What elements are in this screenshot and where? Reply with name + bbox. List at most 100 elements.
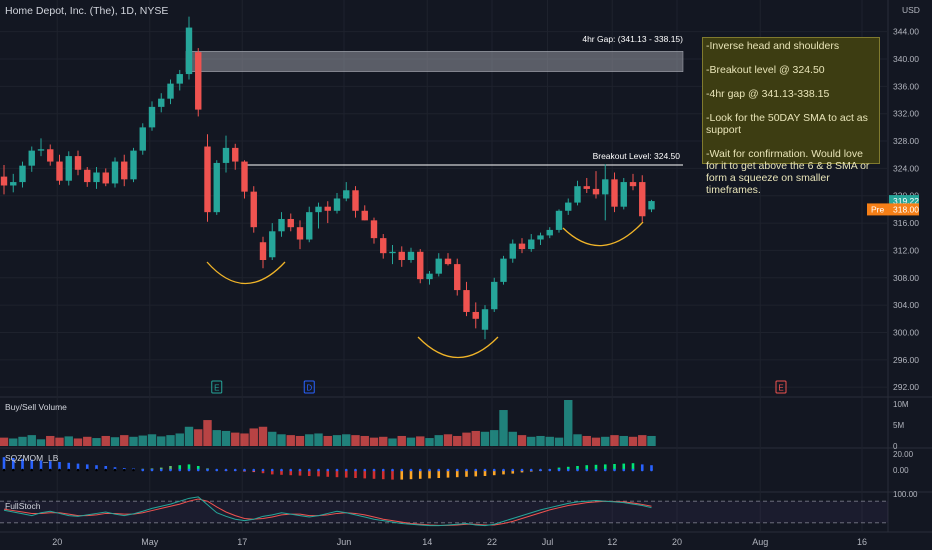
volume-bar xyxy=(369,437,379,446)
squeeze-dot xyxy=(85,468,89,472)
volume-bar xyxy=(453,435,462,446)
volume-bar xyxy=(175,433,184,446)
squeeze-dot xyxy=(363,468,367,472)
momentum-panel xyxy=(2,457,653,480)
candle-body xyxy=(28,150,35,166)
candle-body xyxy=(528,239,535,250)
candle-body xyxy=(56,161,63,181)
breakout-line-label: Breakout Level: 324.50 xyxy=(593,151,681,161)
volume-bar xyxy=(46,435,55,446)
momentum-bar xyxy=(603,464,607,470)
candle-body xyxy=(343,190,350,199)
squeeze-dot xyxy=(465,468,468,472)
momentum-bar xyxy=(298,470,302,476)
pre-price-tag xyxy=(867,203,919,216)
volume-bar xyxy=(18,436,27,446)
candle-body xyxy=(481,309,489,330)
symbol-title: Home Depot, Inc. (The), 1D, NYSE xyxy=(5,5,168,17)
volume-bar xyxy=(83,436,92,446)
squeeze-dot xyxy=(548,468,552,472)
candle-body xyxy=(195,52,202,110)
squeeze-dot xyxy=(95,468,98,472)
candle-body xyxy=(213,162,220,213)
momentum-bar xyxy=(354,470,357,478)
volume-bar xyxy=(508,431,517,446)
squeeze-dot xyxy=(326,468,330,472)
volume-bar xyxy=(295,435,305,446)
volume-bar xyxy=(120,435,129,446)
volume-bar xyxy=(397,435,406,446)
momentum-bar xyxy=(502,470,505,475)
momentum-bar xyxy=(113,467,117,470)
squeeze-dot xyxy=(122,468,126,472)
volume-bar xyxy=(332,435,342,446)
candle-body xyxy=(121,161,128,180)
time-tick-label: 16 xyxy=(857,537,867,547)
price-tick-label: 340.00 xyxy=(893,54,919,64)
candle-body xyxy=(10,182,17,186)
volume-bar xyxy=(249,428,258,446)
annotation-note[interactable]: -Inverse head and shoulders -Breakout le… xyxy=(702,37,880,196)
momentum-bar xyxy=(85,464,89,470)
candle-body xyxy=(102,172,109,184)
momentum-bar xyxy=(391,470,394,480)
momentum-bar xyxy=(289,470,293,476)
volume-bar xyxy=(480,431,490,446)
volume-bar xyxy=(499,410,508,446)
volume-bar xyxy=(462,432,471,446)
momentum-bar xyxy=(48,461,52,470)
candle-body xyxy=(84,169,91,183)
event-marker xyxy=(303,380,315,394)
volume-bar xyxy=(305,434,314,446)
volume-bar xyxy=(490,430,499,446)
volume-bar xyxy=(212,430,221,446)
candle-body xyxy=(361,210,368,221)
volume-bar xyxy=(425,438,434,446)
volume-bar xyxy=(138,435,147,446)
squeeze-dot xyxy=(372,468,376,472)
price-tick-label: 296.00 xyxy=(893,355,919,365)
volume-bar xyxy=(36,439,46,446)
axes: 344.00340.00336.00332.00328.00324.00320.… xyxy=(52,27,919,547)
momentum-bar xyxy=(566,466,570,470)
event-marker xyxy=(775,380,787,394)
note-line: -4hr gap @ 341.13-338.15 xyxy=(706,88,830,100)
candle-body xyxy=(333,198,341,211)
candle-body xyxy=(602,179,609,195)
squeeze-dot xyxy=(502,468,505,472)
last-price-label: 319.22 xyxy=(893,196,919,206)
volume-bar xyxy=(73,438,83,446)
candle-body xyxy=(620,182,627,207)
momentum-bar xyxy=(650,465,653,470)
volume-bar xyxy=(573,434,582,446)
currency-label: USD xyxy=(902,5,920,15)
stoch-tick-label: 100.00 xyxy=(893,490,918,499)
volume-bar xyxy=(9,438,18,446)
squeeze-dot xyxy=(492,468,496,472)
candle-body xyxy=(352,190,359,211)
squeeze-dot xyxy=(400,468,404,472)
volume-bar xyxy=(203,420,212,446)
momentum-bar xyxy=(381,470,385,480)
squeeze-dot xyxy=(455,468,459,472)
volume-bar xyxy=(638,435,647,446)
momentum-bar xyxy=(104,466,108,470)
volume-bar xyxy=(55,437,64,446)
candle-body xyxy=(296,227,304,240)
candle-body xyxy=(176,74,183,84)
event-marker xyxy=(211,380,223,394)
momentum-bar xyxy=(428,470,431,479)
volume-bar xyxy=(388,438,397,446)
candle-body xyxy=(232,147,239,162)
momentum-bar xyxy=(409,470,413,480)
candle-body xyxy=(592,188,600,195)
momentum-bar xyxy=(363,470,367,479)
candle-body xyxy=(158,98,165,107)
momentum-bar xyxy=(187,464,191,470)
squeeze-dot xyxy=(76,468,80,472)
candle-body xyxy=(407,251,415,261)
event-marker-label: D xyxy=(306,384,312,393)
squeeze-dot xyxy=(150,468,154,472)
